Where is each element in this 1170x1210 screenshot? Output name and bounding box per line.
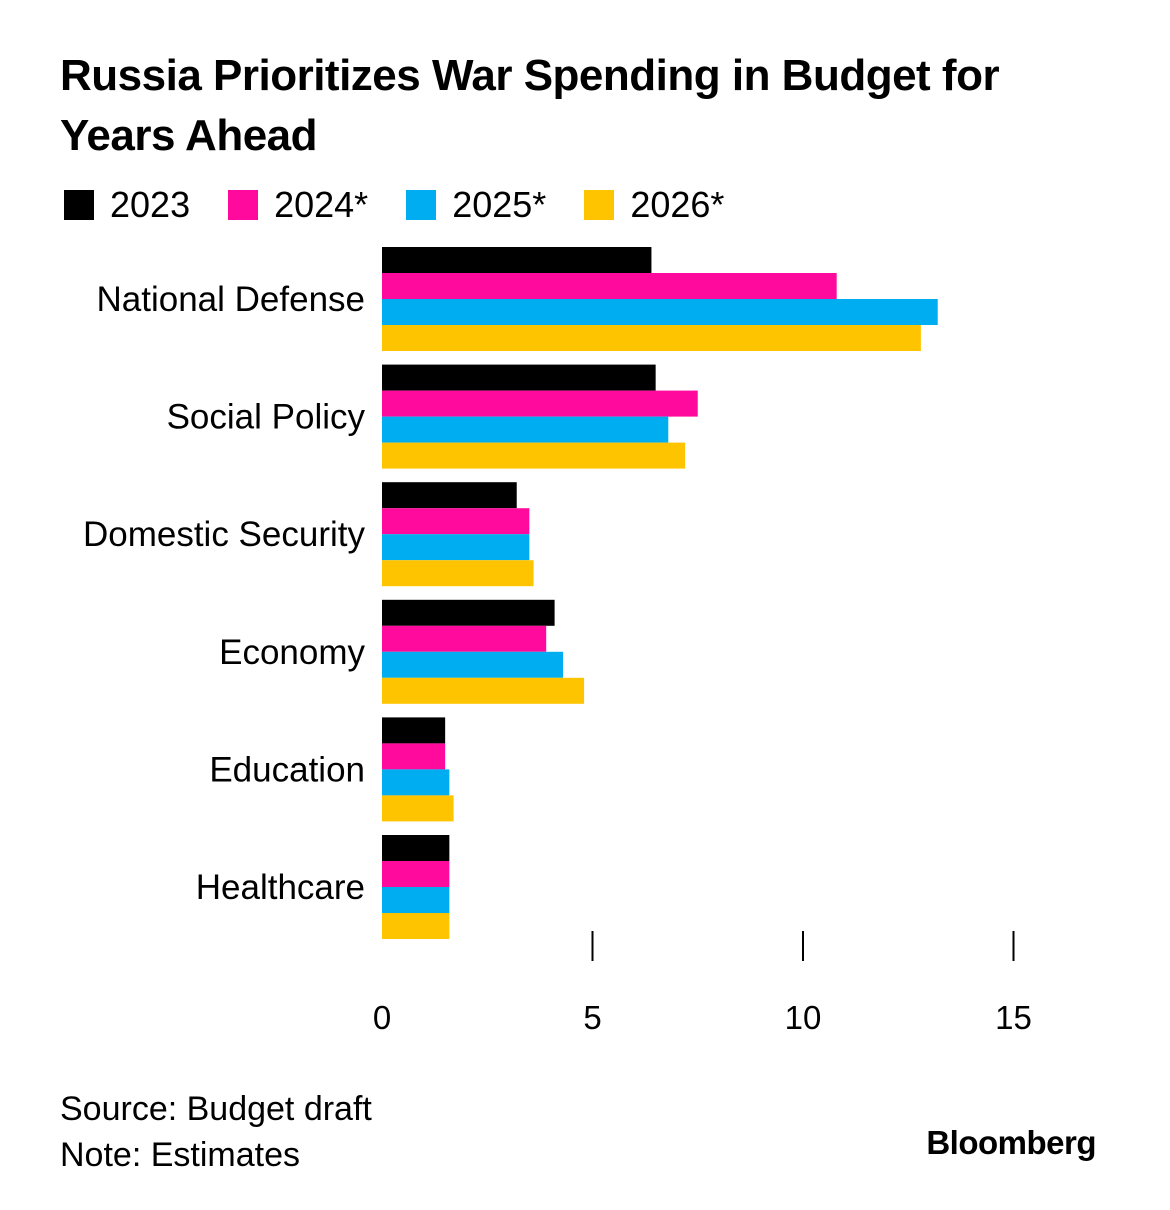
- category-label-domestic-security: Domestic Security: [83, 515, 366, 554]
- category-label-economy: Economy: [219, 633, 365, 672]
- category-label-healthcare: Healthcare: [196, 868, 365, 907]
- bar-social-policy-2024: [382, 390, 698, 417]
- category-label-national-defense: National Defense: [97, 280, 366, 319]
- bar-education-2024: [382, 743, 446, 770]
- bar-national-defense-2024: [382, 273, 837, 299]
- legend-swatch-2023: [64, 190, 94, 220]
- bar-education-2023: [382, 717, 446, 744]
- bar-national-defense-2025: [382, 299, 938, 325]
- bar-domestic-security-2026: [382, 560, 534, 587]
- category-label-education: Education: [209, 750, 365, 789]
- chart-legend: 2023 2024* 2025* 2026*: [64, 182, 762, 228]
- x-tick-label-5: 5: [583, 999, 601, 1036]
- bar-healthcare-2025: [382, 887, 450, 913]
- bar-economy-2025: [382, 651, 564, 678]
- bar-national-defense-2026: [382, 325, 921, 351]
- legend-item-2026: 2026*: [584, 182, 724, 228]
- legend-swatch-2025: [406, 190, 437, 220]
- bar-domestic-security-2023: [382, 482, 517, 509]
- bar-education-2026: [382, 795, 454, 822]
- legend-item-2024: 2024*: [228, 182, 368, 228]
- estimates-note: Note: Estimates: [60, 1136, 300, 1174]
- bar-national-defense-2023: [382, 247, 652, 273]
- bloomberg-logo: Bloomberg: [926, 1124, 1096, 1161]
- category-label-social-policy: Social Policy: [167, 398, 366, 437]
- bar-economy-2026: [382, 677, 585, 704]
- x-tick-label-0: 0: [373, 999, 391, 1036]
- bar-chart: National Defense Social Policy Domestic Se…: [83, 247, 1032, 1036]
- chart-title: Russia Prioritizes War Spending in Budge…: [60, 51, 1000, 160]
- bar-healthcare-2024: [382, 861, 450, 887]
- chart-footer: Source: Budget draft Note: Estimates: [60, 1086, 372, 1178]
- legend-label-2025: 2025*: [452, 184, 547, 225]
- source-note: Source: Budget draft: [60, 1090, 372, 1128]
- bar-domestic-security-2025: [382, 534, 530, 561]
- bar-social-policy-2023: [382, 364, 656, 391]
- legend-swatch-2026: [584, 190, 615, 220]
- bar-social-policy-2025: [382, 416, 669, 443]
- bar-education-2025: [382, 769, 450, 796]
- x-tick-label-15: 15: [995, 999, 1032, 1036]
- bar-healthcare-2023: [382, 835, 450, 861]
- legend-label-2024: 2024*: [274, 184, 369, 225]
- legend-swatch-2024: [228, 190, 259, 220]
- bar-domestic-security-2024: [382, 508, 530, 535]
- x-tick-label-10: 10: [785, 999, 822, 1036]
- bar-economy-2024: [382, 625, 547, 652]
- bar-economy-2023: [382, 599, 555, 626]
- legend-item-2025: 2025*: [406, 182, 546, 228]
- legend-item-2023: 2023: [64, 182, 190, 228]
- legend-label-2023: 2023: [110, 184, 191, 225]
- legend-label-2026: 2026*: [630, 184, 725, 225]
- bar-social-policy-2026: [382, 442, 686, 469]
- bar-healthcare-2026: [382, 913, 450, 939]
